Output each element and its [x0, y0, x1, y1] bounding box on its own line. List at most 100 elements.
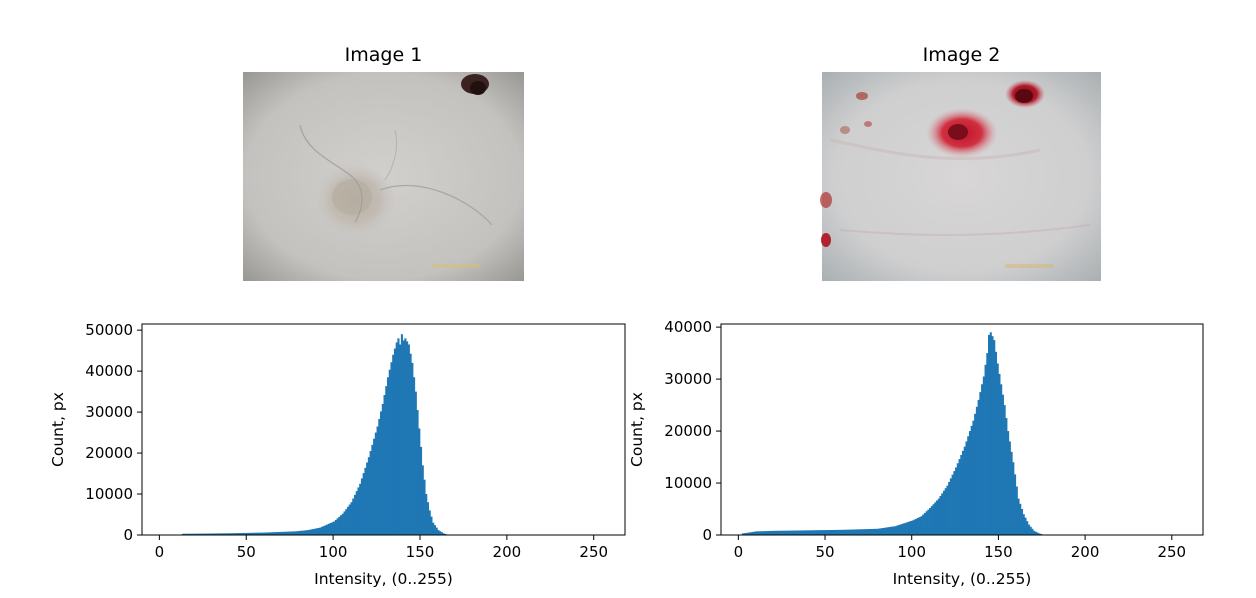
histogram-1-bar [419, 446, 423, 535]
histogram-2-bar [882, 527, 885, 535]
histogram-1-bar [202, 533, 205, 535]
histogram-2-bar [1029, 526, 1032, 535]
histogram-1-bar [374, 432, 377, 535]
histogram-1-bar [442, 533, 445, 535]
histogram-2-bar [996, 363, 999, 535]
histogram-1-bar [242, 532, 245, 535]
histogram-1-bar [234, 533, 237, 535]
histogram-1-bar [392, 354, 395, 535]
histogram-2-bar [932, 504, 935, 535]
histogram-1-bar [440, 532, 443, 535]
histogram-2-bar [965, 441, 968, 535]
histogram-2-bar [968, 431, 972, 535]
histogram-2-bar [786, 530, 789, 535]
histogram-1-bar [430, 516, 433, 535]
histogram-1-bar [334, 519, 337, 535]
histogram-2-y-tick-label: 20000 [664, 422, 712, 440]
histogram-1-bar [280, 531, 284, 535]
histogram-2-bar [779, 530, 783, 535]
histogram-2-bar [1036, 532, 1039, 535]
histogram-2-bar [811, 530, 814, 535]
image-1-photo [243, 72, 524, 281]
histogram-1-bar [423, 479, 426, 535]
histogram-1-bar [293, 531, 296, 535]
histogram-2-bar [870, 528, 873, 535]
histogram-1-bar [364, 467, 367, 535]
histogram-1-bar [416, 410, 419, 535]
histogram-1-bar [275, 532, 278, 535]
histogram-2-bar [904, 522, 907, 535]
histogram-2-bar [1022, 514, 1025, 535]
histogram-1-bar [404, 338, 407, 535]
histogram-1-bar [312, 529, 315, 535]
histogram-2-bar [970, 425, 973, 535]
histogram-1-bar [331, 522, 334, 535]
histogram-2-bar [766, 531, 769, 535]
histogram-2-bar [937, 498, 940, 535]
histogram-2-bar [977, 399, 980, 535]
histogram-2-bar [833, 529, 836, 535]
histogram-2-bar [1014, 474, 1017, 535]
histogram-1-bar [209, 533, 212, 535]
histogram-2-bar [1019, 503, 1022, 535]
histogram-1-bar [287, 531, 291, 535]
histogram-2-bar [1005, 418, 1008, 535]
histogram-2-bar [988, 334, 991, 535]
histogram-2-y-tick-label: 10000 [664, 474, 712, 492]
histogram-1-bar [343, 511, 346, 535]
histogram-1-bar [359, 483, 362, 535]
histogram-2-bar [852, 529, 855, 535]
histogram-1-bar [235, 533, 238, 535]
histogram-1-bar [206, 533, 209, 535]
histogram-2-bar [1003, 405, 1006, 535]
histogram-1-x-tick-label: 0 [155, 543, 165, 561]
histogram-2-bar [955, 467, 958, 535]
histogram-2-bar [747, 532, 750, 535]
histogram-1-bar [258, 532, 261, 535]
histogram-1-bar [324, 525, 327, 535]
histogram-2-bar [819, 530, 822, 535]
histogram-1-bar [317, 527, 320, 535]
histogram-1-bar [228, 533, 231, 535]
histogram-2-bar [896, 525, 899, 535]
histogram-1-bar [268, 532, 271, 535]
histogram-2-bar [818, 530, 821, 535]
histogram-2-bar [842, 529, 845, 535]
histogram-2-x-tick-label: 0 [734, 543, 744, 561]
histogram-2-bar [795, 530, 798, 535]
histogram-1-bar [216, 533, 219, 535]
histogram-1-y-tick-label: 50000 [85, 321, 133, 339]
histogram-2-bar [934, 502, 937, 535]
histogram-2-bar [911, 520, 914, 535]
histogram-1-bar [223, 533, 226, 535]
histogram-2-bar [963, 446, 966, 535]
histogram-2-bar [783, 530, 786, 535]
histogram-2-bar [1012, 462, 1015, 535]
histogram-1-bar [399, 344, 402, 535]
histogram-2-bar [755, 531, 758, 535]
histogram-2-bar [1017, 498, 1020, 535]
histogram-2-x-tick-label: 250 [1157, 543, 1186, 561]
histogram-2-bar [835, 529, 838, 535]
histogram-2-bar [873, 528, 876, 535]
histogram-1-bar [227, 533, 230, 535]
histogram-1-bar [326, 524, 329, 535]
histogram-1: 0 50 100 150 200 250 0 10000 20000 30000 40000 500… [49, 321, 626, 588]
histogram-2-bar [851, 529, 854, 535]
histogram-2-bar [878, 528, 881, 535]
histogram-1-bar [347, 506, 350, 535]
histogram-2-bar [892, 526, 895, 535]
histogram-1-bar [192, 533, 195, 535]
histogram-1-bar [413, 377, 416, 535]
histogram-1-bar [263, 532, 266, 535]
histogram-1-bar [239, 533, 242, 535]
histogram-2-bar [903, 523, 906, 535]
histogram-2-bar [890, 526, 893, 535]
histogram-2-bar [849, 529, 852, 535]
histogram-1-bar [185, 533, 188, 535]
histogram-2-bar [967, 436, 970, 535]
histogram-1-bar [305, 530, 308, 535]
histogram-2-bar [816, 530, 819, 535]
histogram-1-bar [303, 530, 306, 535]
